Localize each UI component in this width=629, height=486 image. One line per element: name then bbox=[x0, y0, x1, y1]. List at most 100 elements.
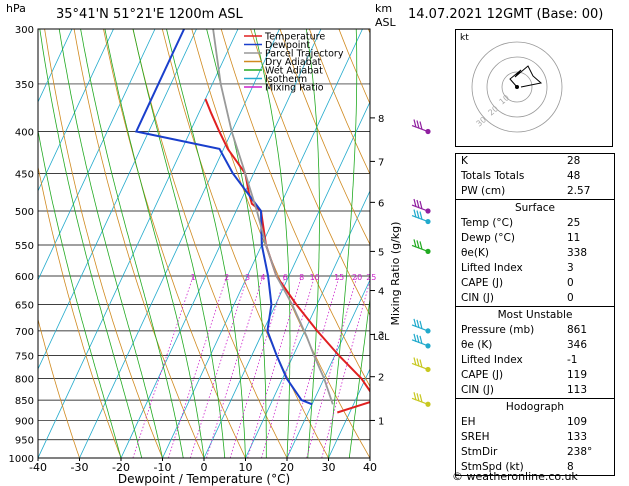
mixing-ratio-line bbox=[247, 275, 302, 458]
index-value: 25 bbox=[567, 217, 581, 229]
pressure-tick-label: 950 bbox=[15, 436, 34, 447]
wind-barb-flag bbox=[416, 334, 420, 344]
hodograph-origin bbox=[515, 85, 519, 89]
index-label: PW (cm) bbox=[461, 185, 506, 197]
wind-barb-shaft bbox=[411, 339, 429, 347]
mixing-ratio-label: 25 bbox=[366, 273, 376, 282]
wind-barb-flag bbox=[413, 333, 417, 343]
index-row: K 28 bbox=[456, 154, 614, 169]
mixing-ratio-line bbox=[229, 275, 286, 458]
legend-entry: Isotherm bbox=[265, 74, 307, 85]
x-tick-label: -10 bbox=[154, 461, 172, 474]
dry-adiabat-line bbox=[161, 29, 329, 458]
surface-row: CAPE (J) 0 bbox=[456, 276, 614, 291]
mixing-ratio-label: 20 bbox=[352, 273, 362, 282]
pressure-tick-label: 650 bbox=[15, 301, 34, 312]
hodograph: kt 10 20 30 bbox=[455, 29, 613, 147]
temperature-line bbox=[204, 98, 370, 414]
index-label: θe(K) bbox=[461, 247, 489, 259]
x-tick-label: -30 bbox=[71, 461, 89, 474]
km-tick-label: 8 bbox=[378, 114, 384, 125]
mixing-ratio-line bbox=[306, 275, 358, 458]
index-value: 0 bbox=[567, 277, 574, 289]
x-tick-label: 0 bbox=[201, 461, 208, 474]
mixing-ratio-line bbox=[132, 275, 194, 458]
hodograph-row: EH 109 bbox=[456, 415, 614, 430]
index-value: 48 bbox=[567, 170, 581, 182]
wind-barb-flag bbox=[413, 119, 417, 128]
dry-adiabat-line bbox=[132, 29, 288, 458]
pressure-tick-label: 900 bbox=[15, 416, 34, 427]
isotherm-line bbox=[328, 368, 370, 458]
hpa-label: hPa bbox=[6, 2, 26, 15]
most-unstable-row: CAPE (J) 119 bbox=[456, 368, 614, 383]
dry-adiabat-line bbox=[220, 29, 370, 388]
legend-entry: Mixing Ratio bbox=[265, 83, 324, 94]
index-value: 113 bbox=[567, 384, 588, 396]
pressure-tick-label: 800 bbox=[15, 374, 34, 385]
hodograph-stats-title: Hodograph bbox=[505, 401, 565, 413]
wind-barb-flag bbox=[413, 318, 417, 328]
wind-barb-shaft bbox=[411, 124, 429, 133]
wind-barb-flag bbox=[416, 210, 420, 219]
mixing-ratio-label: 10 bbox=[310, 273, 320, 282]
wind-barb-shaft bbox=[411, 324, 429, 332]
index-value: 861 bbox=[567, 324, 588, 336]
index-value: 109 bbox=[567, 416, 588, 428]
km-tick-label: 1 bbox=[378, 416, 384, 427]
wind-barb-dot bbox=[425, 208, 431, 214]
index-value: 2.57 bbox=[567, 185, 591, 197]
hodograph-trace bbox=[509, 65, 543, 88]
dry-adiabat-line bbox=[309, 29, 370, 176]
index-label: Temp (°C) bbox=[461, 217, 514, 229]
copyright-label: © weatheronline.co.uk bbox=[452, 470, 578, 483]
most-unstable-row: Pressure (mb) 861 bbox=[456, 323, 614, 338]
location-label: 35°41'N 51°21'E 1200m ASL bbox=[56, 7, 243, 22]
index-row: Totals Totals 48 bbox=[456, 169, 614, 184]
hodograph-row: StmSpd (kt) 8 bbox=[456, 460, 614, 475]
wind-barb-flag bbox=[419, 320, 423, 330]
hodograph-kt-label: kt bbox=[460, 33, 469, 43]
isotherm-line bbox=[38, 29, 73, 103]
mixing-ratio-label: 8 bbox=[299, 273, 304, 282]
pressure-tick-label: 350 bbox=[15, 80, 34, 91]
legend-entry: Parcel Trajectory bbox=[265, 49, 344, 60]
dry-adiabat-line bbox=[44, 29, 163, 458]
dry-adiabat-line bbox=[279, 29, 370, 246]
wind-barb-flag bbox=[419, 121, 423, 130]
mixing-ratio-line bbox=[287, 275, 340, 458]
surface-title: Surface bbox=[514, 202, 555, 214]
index-value: 11 bbox=[567, 232, 581, 244]
wind-barb-dot bbox=[425, 218, 431, 225]
pressure-tick-label: 700 bbox=[15, 327, 34, 338]
index-label: Pressure (mb) bbox=[461, 324, 535, 336]
index-label: Totals Totals bbox=[461, 170, 525, 182]
wind-barb-shaft bbox=[411, 397, 429, 405]
mixing-ratio-label: 6 bbox=[283, 273, 288, 282]
wind-barb-flag bbox=[413, 209, 417, 218]
dry-adiabat-line bbox=[38, 164, 122, 458]
x-tick-label: -20 bbox=[112, 461, 130, 474]
index-value: 133 bbox=[567, 431, 588, 443]
wet-adiabat-line bbox=[348, 295, 370, 458]
dry-adiabat-line bbox=[250, 29, 370, 316]
pressure-tick-label: 500 bbox=[15, 207, 34, 218]
dry-adiabat-line bbox=[191, 29, 370, 458]
wind-barb-dot bbox=[425, 366, 431, 373]
pressure-tick-label: 550 bbox=[15, 241, 34, 252]
index-label: StmSpd (kt) bbox=[461, 461, 524, 473]
index-value: 338 bbox=[567, 247, 588, 259]
km-tick-label: 5 bbox=[378, 247, 384, 258]
surface-row: Temp (°C) 25 bbox=[456, 216, 614, 231]
lcl-label: LCL bbox=[373, 333, 389, 343]
wet-adiabat-line bbox=[305, 29, 320, 458]
wind-barb-flag bbox=[413, 239, 417, 248]
km-label: km bbox=[375, 2, 393, 15]
km-tick-label: 2 bbox=[378, 373, 384, 384]
wind-barb-dot bbox=[425, 343, 431, 349]
wind-barb-flag bbox=[413, 357, 417, 366]
wind-barb bbox=[411, 392, 431, 407]
indices-top-box: K 28 Totals Totals 48 PW (cm) 2.57 bbox=[456, 154, 614, 200]
wind-barb bbox=[411, 209, 431, 225]
